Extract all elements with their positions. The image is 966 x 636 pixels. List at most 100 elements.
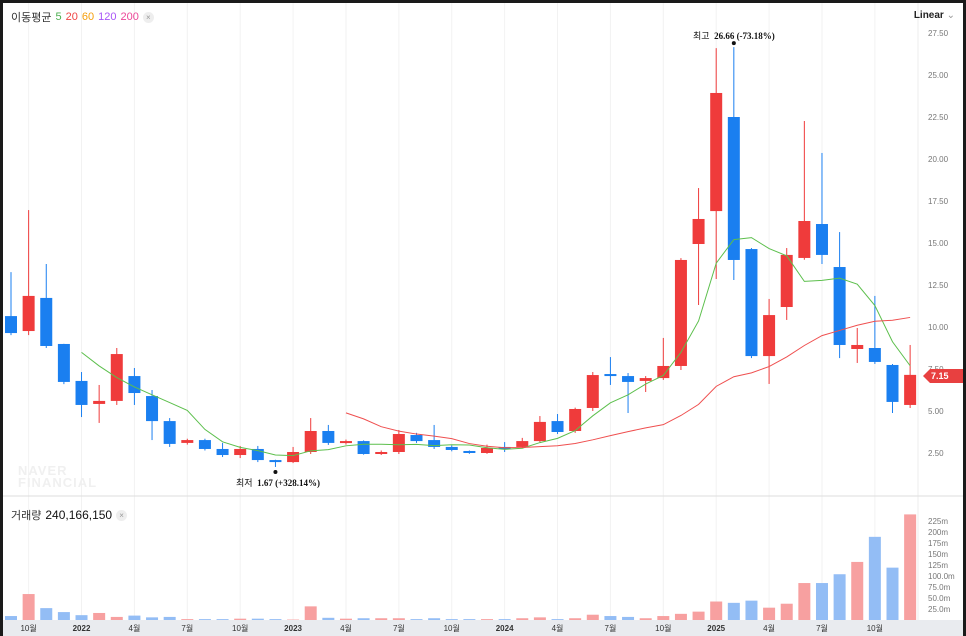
volume-bar	[57, 612, 70, 620]
volume-bar	[163, 616, 176, 620]
candle-body	[198, 440, 211, 449]
volume-tick-label: 225m	[928, 517, 948, 526]
candle-body	[886, 364, 899, 402]
volume-tick-label: 200m	[928, 528, 948, 537]
candle-body	[516, 441, 529, 447]
ma-period-60[interactable]: 60	[81, 11, 95, 23]
candle-body	[251, 448, 264, 461]
volume-legend: 거래량 240,166,150 ×	[11, 507, 128, 523]
ma-period-20[interactable]: 20	[65, 11, 78, 23]
volume-tick-label: 150m	[928, 550, 948, 559]
volume-bar	[322, 617, 335, 620]
ma-periods: 5 20 60 120 200	[55, 11, 138, 23]
x-tick-label: 10월	[655, 623, 671, 633]
candle-body	[22, 295, 35, 332]
x-axis-bar	[3, 620, 963, 636]
ma-label: 이동평균	[11, 12, 52, 24]
candle-body	[410, 435, 423, 442]
current-price-tag: 7.15	[923, 369, 963, 383]
x-tick-label: 4월	[763, 623, 775, 633]
x-tick-label: 4월	[552, 623, 564, 633]
volume-bar	[410, 619, 423, 620]
candle-body	[40, 297, 53, 346]
candle-body	[815, 224, 828, 255]
ma20-line	[345, 316, 911, 449]
close-icon[interactable]: ×	[116, 509, 128, 521]
volume-bar	[75, 615, 88, 620]
volume-bar	[727, 602, 740, 620]
candle-body	[481, 447, 494, 453]
y-tick-label: 15.00	[928, 239, 949, 248]
candle-body	[657, 365, 670, 379]
y-tick-label: 2.50	[928, 449, 944, 458]
x-tick-label: 2025	[707, 624, 725, 633]
candle-body	[763, 315, 776, 357]
y-tick-label: 12.50	[928, 281, 949, 290]
volume-bar	[710, 601, 723, 620]
volume-bar	[780, 603, 793, 620]
volume-bar	[674, 613, 687, 620]
watermark: NAVER FINANCIAL	[18, 463, 98, 490]
volume-tick-label: 75.0m	[928, 583, 951, 592]
volume-tick-label: 175m	[928, 539, 948, 548]
volume-bar	[392, 618, 405, 620]
x-tick-label: 7월	[181, 623, 193, 633]
volume-bar	[128, 615, 141, 620]
volume-bar	[110, 616, 123, 620]
candle-body	[551, 421, 564, 432]
volume-bar	[481, 619, 494, 620]
volume-bar	[498, 619, 511, 620]
candle-body	[586, 375, 599, 408]
ma-period-120[interactable]: 120	[98, 11, 117, 23]
volume-bar	[586, 614, 599, 620]
candlestick-chart[interactable]: 2.505.007.5010.0012.5015.0017.5020.0022.…	[3, 3, 963, 636]
x-tick-label: 2022	[73, 624, 91, 633]
volume-bar	[692, 611, 705, 620]
volume-bar	[622, 616, 635, 620]
volume-bar	[146, 617, 159, 620]
candle-body	[798, 220, 811, 258]
candle-body	[692, 218, 705, 245]
candle-body	[75, 380, 88, 405]
volume-bar	[868, 536, 881, 620]
y-tick-label: 5.00	[928, 407, 944, 416]
y-tick-label: 20.00	[928, 155, 949, 164]
y-tick-label: 10.00	[928, 323, 949, 332]
ma-period-5[interactable]: 5	[55, 11, 62, 23]
volume-bar	[339, 618, 352, 620]
x-tick-label: 2024	[496, 624, 514, 633]
volume-bar	[428, 618, 441, 620]
moving-average-legend: 이동평균 5 20 60 120 200 ×	[11, 9, 154, 25]
candle-body	[339, 441, 352, 444]
candle-body	[674, 259, 687, 366]
candle-body	[745, 249, 758, 357]
candle-body	[375, 451, 388, 455]
ma-period-200[interactable]: 200	[120, 11, 139, 23]
x-tick-label: 4월	[340, 623, 352, 633]
candle-body	[5, 316, 17, 334]
x-tick-label: 10월	[867, 623, 883, 633]
close-icon[interactable]: ×	[142, 11, 154, 23]
candle-body	[868, 348, 881, 362]
chart-frame: 2.505.007.5010.0012.5015.0017.5020.0022.…	[3, 3, 963, 636]
candle-body	[851, 344, 864, 350]
candle-body	[234, 448, 247, 456]
candle-body	[727, 117, 740, 260]
volume-bar	[763, 607, 776, 620]
volume-bar	[798, 583, 811, 620]
scale-select[interactable]: Linear ⌄	[913, 10, 955, 21]
candle-body	[710, 92, 723, 212]
candle-body	[93, 400, 106, 404]
candle-body	[604, 374, 617, 377]
volume-bar	[463, 619, 476, 620]
candle-body	[622, 376, 635, 382]
volume-bar	[551, 619, 564, 620]
volume-bar	[22, 594, 35, 620]
x-tick-label: 7월	[816, 623, 828, 633]
x-tick-label: 4월	[129, 623, 141, 633]
volume-bar	[269, 619, 282, 620]
candle-body	[146, 396, 159, 422]
volume-tick-label: 50.0m	[928, 594, 951, 603]
candle-body	[780, 254, 793, 308]
low-marker	[273, 469, 278, 474]
